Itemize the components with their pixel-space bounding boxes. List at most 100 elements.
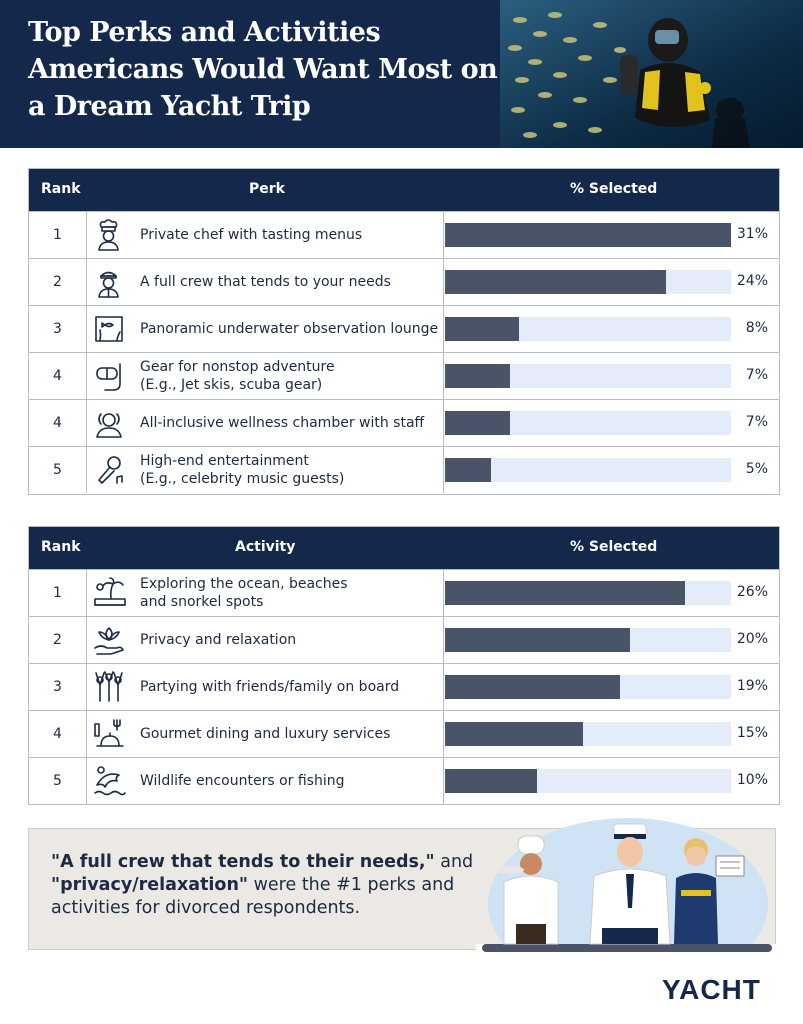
percent-label: 10%: [736, 772, 768, 788]
label-line-1: Panoramic underwater observation lounge: [140, 321, 439, 337]
header-banner: Top Perks and Activities Americans Would…: [0, 0, 803, 148]
perks-row: 1 Private chef with tasting menus 31%: [29, 211, 779, 258]
activity-header: Activity: [235, 539, 296, 555]
lotus-hand-icon: [87, 617, 131, 663]
perks-table-body: 1 Private chef with tasting menus 31% 2 A fu…: [29, 211, 779, 493]
perks-label: High-end entertainment (E.g., celebrity m…: [140, 447, 440, 493]
label-line-2: (E.g., celebrity music guests): [140, 471, 345, 487]
percent-label: 26%: [736, 584, 768, 600]
bar-track: [445, 769, 731, 793]
dolphin-icon: [87, 758, 131, 804]
label-line-2: and snorkel spots: [140, 594, 264, 610]
percent-label: 7%: [745, 367, 768, 383]
page-title: Top Perks and Activities Americans Would…: [28, 17, 498, 122]
label-line-2: (E.g., Jet skis, scuba gear): [140, 377, 323, 393]
scuba-diver-photo: [500, 0, 803, 148]
bar-cell: 26%: [443, 570, 780, 616]
bar-fill: [445, 411, 510, 435]
bar-fill: [445, 722, 584, 746]
crew-illustration: [476, 812, 780, 990]
rank-cell: 4: [29, 711, 87, 757]
crew-member-icon: [87, 259, 131, 305]
label-line-1: Exploring the ocean, beaches: [140, 576, 348, 592]
microphone-icon: [87, 447, 131, 493]
bar-track: [445, 270, 731, 294]
perks-label: Private chef with tasting menus: [140, 212, 440, 258]
chef-icon: [87, 212, 131, 258]
perks-table-header: Rank Perk % Selected: [29, 169, 779, 211]
rank-cell: 2: [29, 259, 87, 305]
bar-cell: 31%: [443, 212, 780, 258]
rank-header: Rank: [41, 539, 81, 555]
rank-cell: 5: [29, 758, 87, 804]
percent-label: 7%: [745, 414, 768, 430]
bar-fill: [445, 458, 492, 482]
callout-rest: were the #1 perks and activities for div…: [51, 875, 455, 918]
rank-cell: 4: [29, 400, 87, 446]
bar-fill: [445, 364, 510, 388]
percent-label: 15%: [736, 725, 768, 741]
rank-cell: 1: [29, 570, 87, 616]
bar-cell: 20%: [443, 617, 780, 663]
bar-track: [445, 317, 731, 341]
bar-fill: [445, 317, 519, 341]
rank-cell: 2: [29, 617, 87, 663]
bar-cell: 24%: [443, 259, 780, 305]
bar-cell: 5%: [443, 447, 780, 493]
bar-cell: 15%: [443, 711, 780, 757]
perks-row: 2 A full crew that tends to your needs 24%: [29, 258, 779, 305]
bar-cell: 8%: [443, 306, 780, 352]
percent-label: 5%: [745, 461, 768, 477]
activities-row: 3 Partying with friends/family on board 19…: [29, 663, 779, 710]
activities-row: 5 Wildlife encounters or fishing 10%: [29, 757, 779, 804]
percent-label: 19%: [736, 678, 768, 694]
perks-row: 4 Gear for nonstop adventure (E.g., Jet sk…: [29, 352, 779, 399]
label-line-1: All-inclusive wellness chamber with staf…: [140, 415, 425, 431]
callout-and: and: [434, 852, 474, 872]
percent-label: 8%: [745, 320, 768, 336]
percent-label: 31%: [736, 226, 768, 242]
activities-label: Wildlife encounters or fishing: [140, 758, 440, 804]
rank-cell: 4: [29, 353, 87, 399]
bar-track: [445, 581, 731, 605]
perks-label: Gear for nonstop adventure (E.g., Jet ski…: [140, 353, 440, 399]
rank-cell: 3: [29, 664, 87, 710]
perks-label: Panoramic underwater observation lounge: [140, 306, 440, 352]
dining-icon: [87, 711, 131, 757]
bar-track: [445, 364, 731, 388]
bar-fill: [445, 675, 621, 699]
bar-cell: 7%: [443, 400, 780, 446]
callout-quote-privacy: "privacy/relaxation": [51, 875, 249, 895]
perks-table: Rank Perk % Selected 1 Private chef with …: [28, 168, 780, 495]
rank-header: Rank: [41, 181, 81, 197]
bar-track: [445, 722, 731, 746]
bar-fill: [445, 628, 630, 652]
label-line-1: Wildlife encounters or fishing: [140, 773, 345, 789]
bar-cell: 7%: [443, 353, 780, 399]
activities-table-header: Rank Activity % Selected: [29, 527, 779, 569]
label-line-1: High-end entertainment: [140, 453, 309, 469]
activities-row: 2 Privacy and relaxation 20%: [29, 616, 779, 663]
percent-label: 24%: [736, 273, 768, 289]
pct-header: % Selected: [570, 181, 658, 197]
aquarium-icon: [87, 306, 131, 352]
bar-track: [445, 675, 731, 699]
bar-fill: [445, 581, 685, 605]
rank-cell: 1: [29, 212, 87, 258]
activities-label: Gourmet dining and luxury services: [140, 711, 440, 757]
label-line-1: Privacy and relaxation: [140, 632, 297, 648]
rank-cell: 3: [29, 306, 87, 352]
activities-row: 1 Exploring the ocean, beaches and snorkel…: [29, 569, 779, 616]
bar-track: [445, 628, 731, 652]
label-line-1: Partying with friends/family on board: [140, 679, 400, 695]
callout-quote-crew: "A full crew that tends to their needs,": [51, 852, 435, 872]
label-line-1: A full crew that tends to your needs: [140, 274, 391, 290]
perks-row: 5 High-end entertainment (E.g., celebrity …: [29, 446, 779, 493]
bar-fill: [445, 769, 538, 793]
label-line-1: Private chef with tasting menus: [140, 227, 363, 243]
label-line-1: Gourmet dining and luxury services: [140, 726, 391, 742]
island-icon: [87, 570, 131, 616]
activities-row: 4 Gourmet dining and luxury services 15%: [29, 710, 779, 757]
callout-text: "A full crew that tends to their needs,"…: [51, 851, 501, 920]
activities-table: Rank Activity % Selected 1 Exploring the …: [28, 526, 780, 805]
